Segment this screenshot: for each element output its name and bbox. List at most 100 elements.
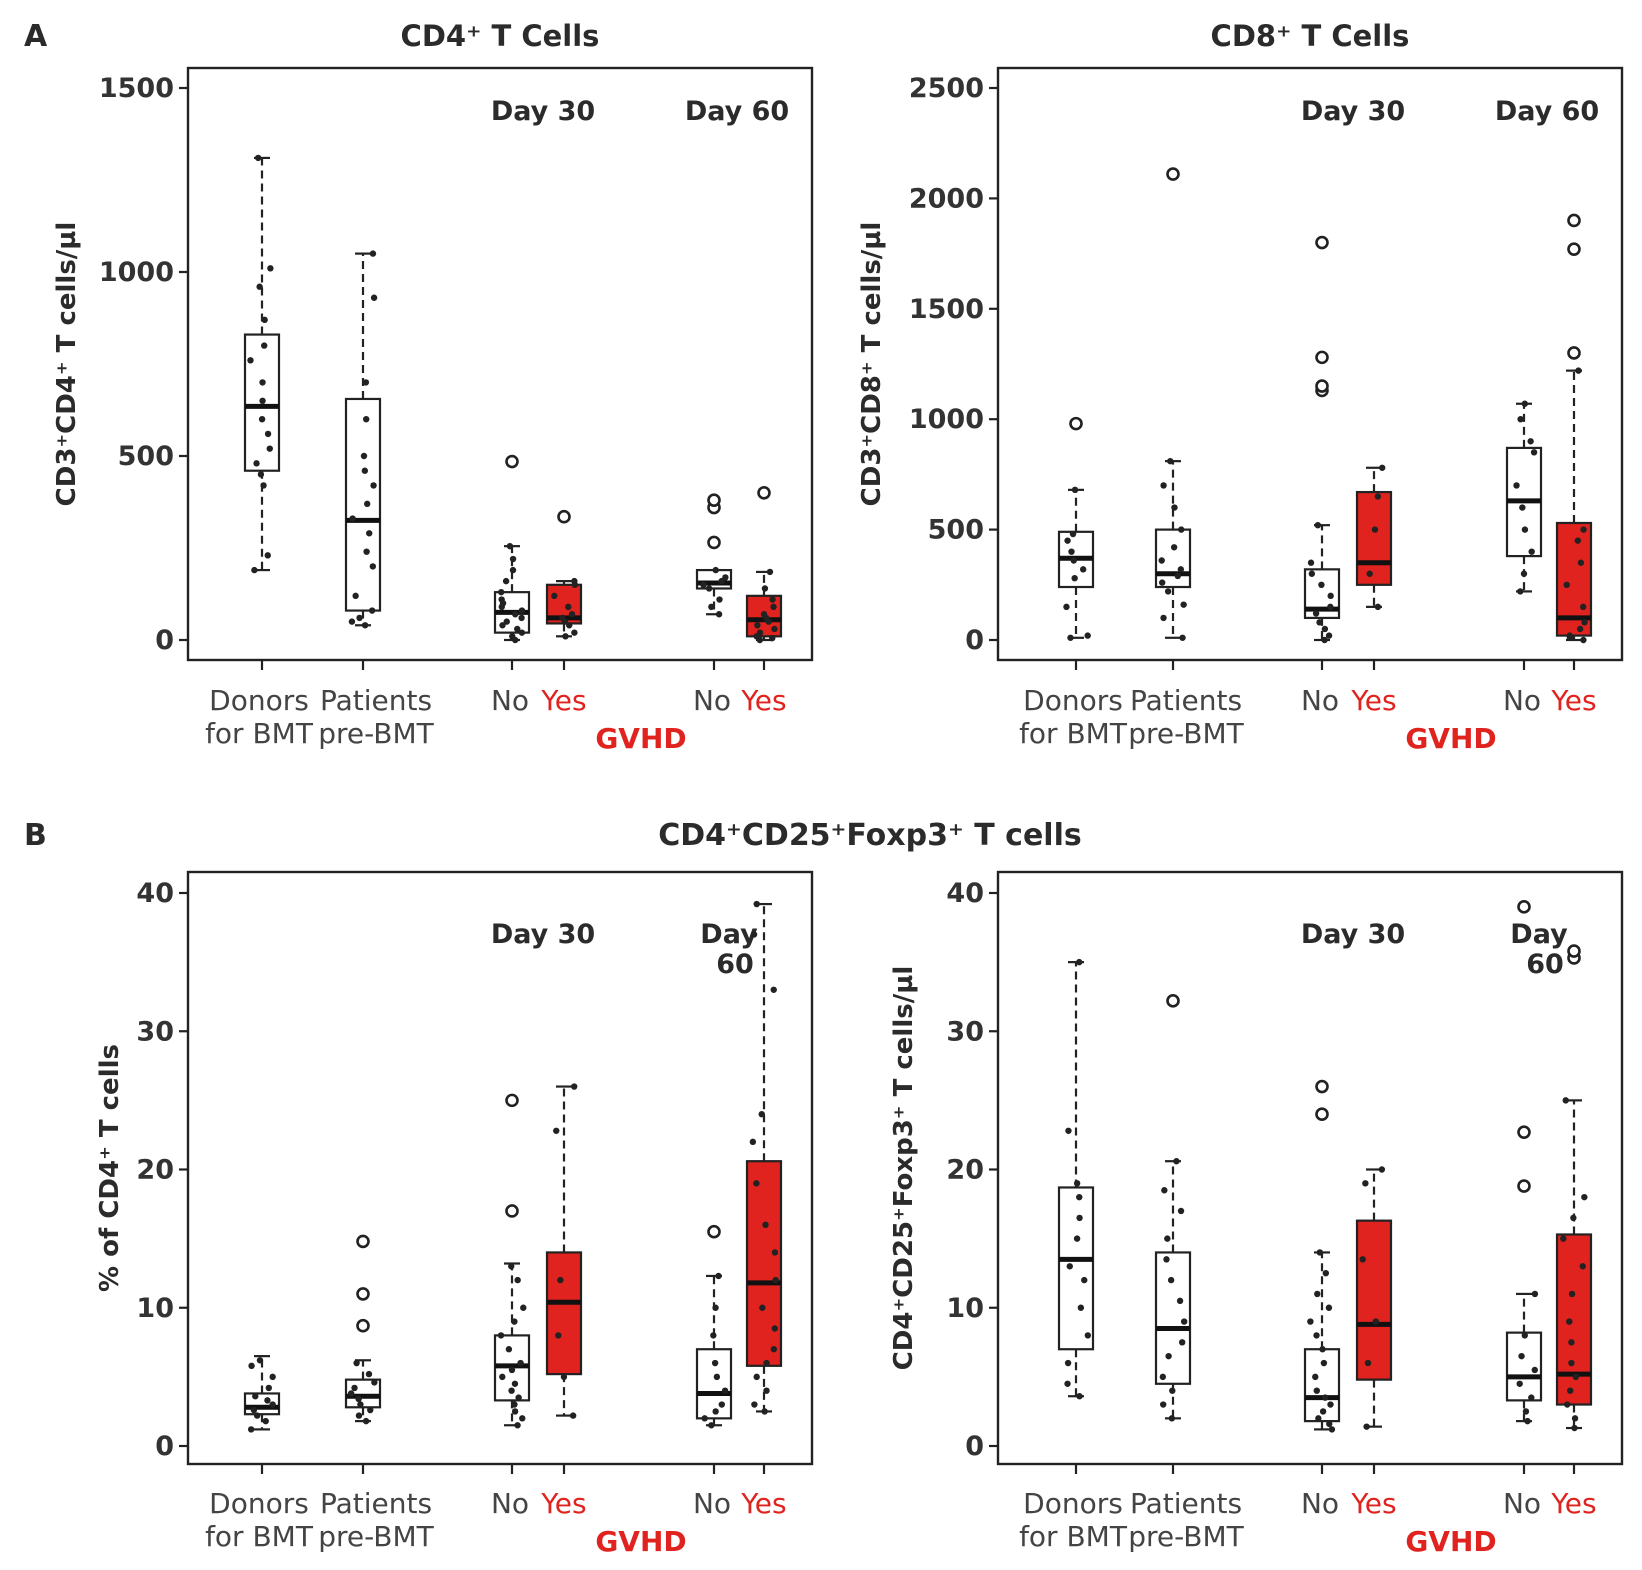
- data-point: [1576, 625, 1584, 633]
- outlier-point: [1567, 242, 1581, 256]
- data-point: [251, 566, 258, 574]
- data-point: [1564, 1401, 1571, 1408]
- x-label-donors-2: for BMT: [205, 717, 314, 750]
- data-point: [1313, 1387, 1320, 1394]
- box: [1505, 1331, 1543, 1402]
- data-point: [557, 1276, 564, 1284]
- panel-label-b: B: [24, 818, 47, 853]
- data-point: [1327, 1401, 1334, 1408]
- section-b-title: CD4⁺CD25⁺Foxp3⁺ T cells: [658, 818, 1081, 853]
- data-point: [518, 614, 525, 622]
- data-point: [770, 1346, 778, 1353]
- data-point: [758, 1111, 765, 1118]
- data-point: [517, 1359, 524, 1367]
- data-point: [1567, 1387, 1574, 1394]
- data-point: [715, 611, 723, 618]
- data-point: [1164, 588, 1172, 595]
- data-point: [519, 1415, 526, 1422]
- data-point: [503, 618, 510, 625]
- outlier-point: [1517, 1125, 1531, 1139]
- outlier-point: [1315, 235, 1329, 250]
- data-point: [571, 577, 578, 585]
- x-label-donors-2: for BMT: [205, 1520, 314, 1553]
- chart-title: CD8⁺ T Cells: [1211, 19, 1410, 53]
- data-point: [716, 596, 723, 603]
- x-label-no-day60: No: [693, 1487, 731, 1520]
- data-point: [1363, 1423, 1370, 1430]
- box: [1154, 1251, 1192, 1385]
- data-point: [766, 568, 774, 576]
- data-point: [248, 1362, 255, 1370]
- data-point: [1530, 449, 1538, 456]
- box-gvhd-yes: [1355, 1219, 1393, 1381]
- outlier-point: [505, 454, 519, 469]
- data-point: [362, 1417, 370, 1425]
- data-point: [761, 1408, 768, 1415]
- data-point: [264, 430, 272, 438]
- data-point: [1580, 636, 1587, 644]
- data-point: [1524, 1417, 1531, 1425]
- data-point: [1068, 548, 1075, 555]
- data-point: [1325, 1304, 1333, 1311]
- data-point: [712, 566, 719, 574]
- y-tick-label: 0: [965, 1431, 984, 1462]
- x-label-donors-2: for BMT: [1019, 1520, 1128, 1553]
- group-label-day30: Day 30: [491, 919, 595, 950]
- data-point: [518, 629, 526, 636]
- data-point: [252, 1393, 259, 1400]
- data-point: [1177, 566, 1185, 573]
- data-point: [1063, 603, 1070, 611]
- x-label-no-day30: No: [491, 1487, 529, 1520]
- data-point: [261, 316, 268, 324]
- data-point: [508, 1387, 515, 1394]
- x-label-yes-day60: Yes: [740, 1487, 786, 1520]
- data-point: [1071, 486, 1079, 494]
- outlier-point: [1567, 213, 1581, 228]
- data-point: [508, 1263, 515, 1270]
- data-point: [1064, 537, 1071, 544]
- data-point: [1180, 601, 1187, 608]
- data-point: [509, 555, 517, 563]
- data-point: [370, 482, 377, 489]
- y-tick-label: 500: [928, 515, 984, 546]
- chart-treg-absolute: 0 10 20 30 40 CD4⁺CD25⁺Foxp3⁺ T cells/µl Day 3…: [889, 870, 1624, 1558]
- data-point: [505, 1346, 513, 1353]
- data-point: [1566, 1318, 1573, 1325]
- x-label-donors: Donors: [1023, 684, 1123, 717]
- data-point: [1321, 1394, 1329, 1401]
- y-axis-label: CD4⁺CD25⁺Foxp3⁺ T cells/µl: [889, 966, 919, 1371]
- data-point: [1577, 559, 1585, 566]
- x-label-no-day60: No: [1503, 1487, 1541, 1520]
- data-point: [1562, 1097, 1569, 1104]
- data-point: [1572, 1373, 1580, 1381]
- data-point: [366, 530, 373, 537]
- x-label-patients-2: pre-BMT: [1128, 1520, 1244, 1553]
- data-point: [1178, 526, 1185, 533]
- data-point: [753, 1373, 760, 1381]
- data-point: [1563, 581, 1570, 588]
- data-point: [357, 1401, 364, 1408]
- data-point: [770, 986, 777, 993]
- data-point: [708, 1422, 715, 1429]
- data-point: [1574, 537, 1582, 544]
- data-point: [356, 614, 363, 622]
- data-point: [514, 1276, 521, 1284]
- plot-frame: [996, 66, 1624, 662]
- data-point: [1522, 1408, 1530, 1415]
- data-point: [1158, 557, 1165, 564]
- y-tick-label: 500: [118, 441, 174, 472]
- chart-title: CD4⁺ T Cells: [401, 19, 600, 53]
- data-point: [1518, 1352, 1525, 1360]
- data-point: [756, 629, 764, 636]
- data-point: [506, 542, 514, 550]
- data-point: [247, 1426, 255, 1433]
- data-point: [715, 1272, 722, 1280]
- data-point: [1312, 610, 1320, 617]
- data-point: [497, 588, 505, 596]
- data-point: [362, 379, 370, 386]
- data-point: [362, 416, 370, 423]
- data-point: [514, 625, 521, 633]
- outlier-point: [757, 485, 771, 500]
- data-point: [515, 1394, 522, 1401]
- data-point: [1520, 570, 1528, 577]
